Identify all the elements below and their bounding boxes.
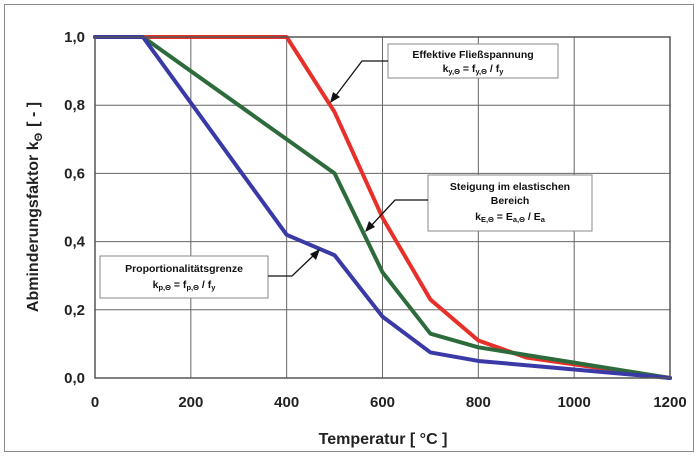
x-tick-label: 400 xyxy=(274,394,299,411)
plot-area-border xyxy=(94,36,671,379)
series-line-green xyxy=(93,35,672,380)
x-tick-label: 1000 xyxy=(557,394,590,411)
y-tick-label: 0,8 xyxy=(64,97,85,114)
annotation-proportional-limit-leader xyxy=(268,254,315,277)
y-axis-label: Abminderungsfaktor kΘ [ - ] xyxy=(25,102,45,312)
y-tick-label: 0,4 xyxy=(64,234,86,251)
x-tick-label: 0 xyxy=(91,394,99,411)
annotation-elastic-slope-title-2: Bereich xyxy=(491,195,530,207)
annotation-proportional-limit-box xyxy=(99,255,269,299)
y-tick-label: 0,6 xyxy=(64,165,85,182)
annotation-proportional-limit-formula: kp,Θ = fp,Θ / fy xyxy=(153,279,217,292)
y-tick-label: 1,0 xyxy=(64,29,85,46)
annotation-elastic-slope: Steigung im elastischen Bereich kE,Θ = E… xyxy=(365,174,593,232)
annotation-effective-yield: Effektive Fließspannung ky,Θ = fy,Θ / fy xyxy=(330,43,559,103)
annotation-elastic-slope-leader xyxy=(369,199,428,228)
annotation-elastic-slope-box xyxy=(427,174,593,232)
x-tick-label: 600 xyxy=(370,394,395,411)
annotation-elastic-slope-title-1: Steigung im elastischen xyxy=(450,181,570,193)
x-tick-label: 800 xyxy=(466,394,491,411)
y-axis-label-sub: Θ xyxy=(33,132,45,141)
x-axis-label: Temperatur [ °C ] xyxy=(319,431,448,448)
y-axis-label-main: Abminderungsfaktor k xyxy=(25,141,42,312)
y-tick-label: 0,2 xyxy=(64,302,85,319)
annotation-effective-yield-arrowhead xyxy=(330,92,340,103)
x-tick-label: 200 xyxy=(178,394,203,411)
y-axis-label-unit: [ - ] xyxy=(25,102,42,127)
annotation-proportional-limit-title: Proportionalitätsgrenze xyxy=(125,263,243,275)
annotation-effective-yield-title: Effektive Fließspannung xyxy=(412,49,533,61)
tick-labels: 0 200 400 600 800 1000 1200 0,0 0,2 0,4 0,6 0,8 1,0 xyxy=(64,29,687,411)
annotation-effective-yield-formula: ky,Θ = fy,Θ / fy xyxy=(443,63,505,76)
series-line-blue xyxy=(93,35,672,380)
y-tick-label: 0,0 xyxy=(64,370,85,387)
annotation-elastic-slope-formula: kE,Θ = Ea,Θ / Ea xyxy=(475,211,546,224)
x-tick-label: 1200 xyxy=(653,394,686,411)
annotation-effective-yield-leader xyxy=(333,60,388,99)
annotation-elastic-slope-arrowhead xyxy=(365,221,375,232)
annotation-proportional-limit-arrowhead xyxy=(310,249,320,260)
annotation-proportional-limit: Proportionalitätsgrenze kp,Θ = fp,Θ / fy xyxy=(99,249,320,299)
